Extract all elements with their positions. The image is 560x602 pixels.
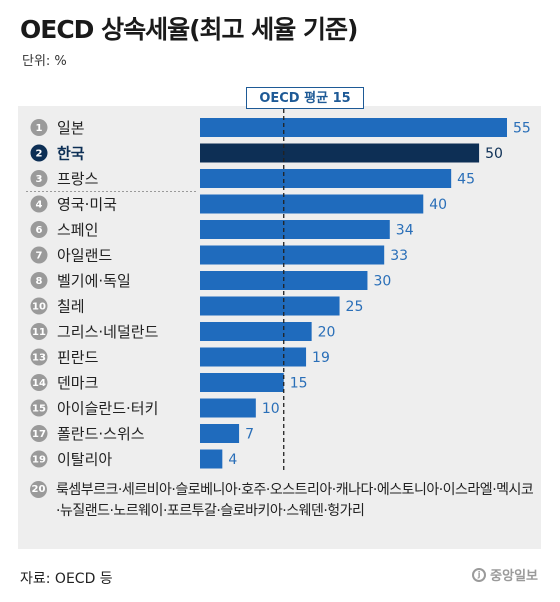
value-label: 30 (373, 274, 391, 290)
category-label: 벨기에·독일 (57, 272, 131, 290)
category-label: 아일랜드 (57, 247, 112, 265)
logo-icon: j (472, 567, 487, 582)
value-label: 50 (485, 146, 503, 162)
bar (200, 347, 307, 367)
value-label: 45 (457, 172, 475, 188)
rank-circle-zero: 20 (30, 481, 47, 498)
value-label: 34 (396, 223, 414, 239)
logo-text: 중앙일보 (490, 569, 538, 584)
publisher-logo: j 중앙일보 (472, 565, 538, 584)
category-label: 칠레 (57, 298, 85, 316)
category-label: 핀란드 (57, 349, 99, 367)
rank-circle (30, 195, 48, 213)
rank-number: 2 (36, 149, 43, 160)
rank-number: 14 (32, 378, 46, 389)
value-label: 19 (312, 350, 330, 366)
rank-number: 19 (32, 455, 46, 466)
rank-circle (30, 272, 48, 289)
bar (200, 194, 424, 214)
value-label: 10 (262, 401, 280, 417)
category-label: 덴마크 (57, 374, 98, 392)
bar (200, 118, 507, 137)
rank-number: 10 (32, 302, 46, 313)
bar (200, 296, 340, 316)
value-label: 4 (228, 452, 237, 468)
rank-circle (30, 425, 48, 442)
rank-number: 11 (32, 327, 46, 338)
unit-label: 단위: % (22, 54, 67, 69)
rank-circle (30, 221, 48, 238)
chart-title: OECD 상속세율(최고 세율 기준) (20, 15, 358, 44)
category-label: 일본 (57, 119, 85, 137)
bar (200, 322, 312, 341)
rank-circle (30, 323, 48, 340)
bar (200, 143, 480, 163)
rank-circle (30, 144, 48, 162)
rank-number: 17 (32, 429, 46, 440)
rank-circle (30, 450, 48, 468)
average-badge: OECD 평균 15 (246, 87, 364, 109)
bar (200, 245, 385, 265)
rank-number: 8 (36, 276, 43, 287)
value-label: 25 (346, 299, 364, 315)
bar (200, 449, 223, 469)
rank-number: 13 (32, 353, 46, 364)
value-label: 15 (290, 376, 308, 392)
rank-circle (30, 119, 48, 136)
rank-number: 4 (36, 200, 43, 211)
rank-circle (30, 374, 48, 391)
source-note: 자료: OECD 등 (20, 571, 113, 587)
value-label: 33 (390, 248, 408, 264)
rank-circle (30, 297, 48, 315)
value-label: 20 (318, 325, 336, 341)
category-label: 이탈리아 (57, 451, 112, 469)
category-label: 한국 (57, 145, 85, 163)
category-label: 그리스·네덜란드 (57, 323, 159, 341)
category-label: 아이슬란드·터키 (57, 400, 158, 418)
category-label: 영국·미국 (57, 196, 117, 214)
rank-circle (30, 348, 48, 366)
bar (200, 220, 390, 239)
rank-circle (30, 399, 48, 417)
value-label: 40 (429, 197, 447, 213)
rank-circle (30, 246, 48, 264)
bar (200, 424, 240, 443)
bar (200, 398, 256, 418)
value-label: 55 (513, 121, 531, 137)
zero-tax-countries: 룩셈부르크·세르비아·슬로베니아·호주·오스트리아·캐나다·에스토니아·이스라엘… (56, 482, 534, 519)
value-label: 7 (245, 427, 254, 443)
bar (200, 373, 284, 392)
rank-number: 3 (36, 174, 43, 185)
rank-number: 15 (32, 404, 46, 415)
rank-circle (30, 170, 48, 187)
rank-number: 6 (36, 225, 43, 236)
category-label: 폴란드·스위스 (57, 425, 145, 443)
category-label: 프랑스 (57, 170, 99, 188)
category-label: 스페인 (57, 221, 98, 239)
rank-number: 1 (36, 123, 43, 134)
rank-number: 7 (36, 251, 43, 262)
bar (200, 169, 452, 188)
